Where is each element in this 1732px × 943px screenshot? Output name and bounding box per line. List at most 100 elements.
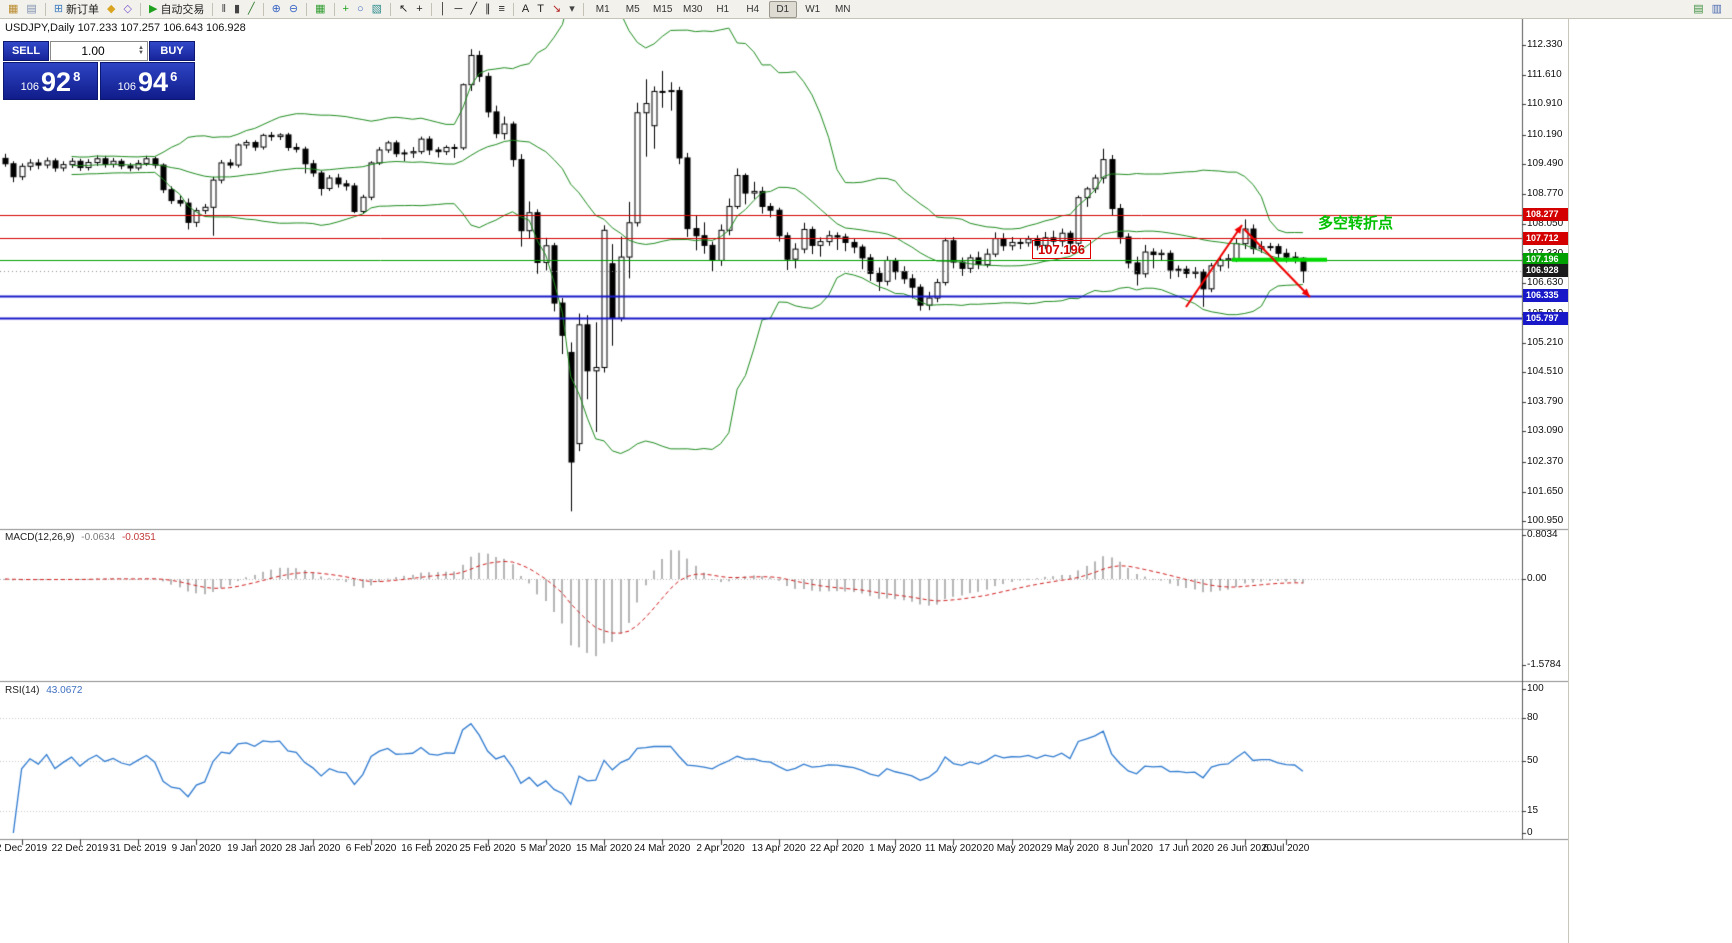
sell-price-button[interactable]: 106 92 8 [3,62,98,100]
timeframe-m5[interactable]: M5 [625,3,640,15]
line-chart-icon-glyph: ╱ [248,3,255,15]
price-panel[interactable] [0,19,1522,529]
new-order-button-label: 新订单 [66,4,100,16]
metaeditor-icon-glyph: ◆ [107,3,116,15]
periods-icon-glyph: ○ [356,3,364,15]
zoom-out-icon[interactable]: ⊖ [286,1,301,17]
channel-icon-glyph: ∥ [484,3,491,15]
arrows-dropdown-icon-glyph: ▾ [569,3,575,15]
auto-trading-button-label: 自动交易 [160,4,205,16]
horizontal-line-icon-glyph: ─ [454,3,463,15]
zoom-out-icon-glyph: ⊖ [288,3,299,15]
tile-windows-icon-glyph: ▦ [315,3,326,15]
buy-price-button[interactable]: 106 94 6 [100,62,195,100]
text-label-icon-glyph: T [537,3,544,15]
timeframe-h4[interactable]: H4 [746,3,760,15]
arrows-icon-glyph: ↘ [551,3,562,15]
toolbar-separator [212,2,214,16]
line-chart-icon[interactable]: ╱ [245,1,258,17]
tile-windows-icon[interactable]: ▦ [312,1,328,17]
chart-window: USDJPY,Daily 107.233 107.257 106.643 106… [0,19,1568,943]
volume-stepper[interactable]: ▲ ▼ [138,45,144,56]
cursor-icon[interactable]: ↖ [396,1,411,17]
toolbar-separator [139,2,141,16]
timeframe-d1[interactable]: D1 [768,0,797,18]
zoom-in-icon-glyph: ⊕ [271,3,281,15]
zoom-in-icon[interactable]: ⊕ [269,1,284,17]
bar-chart-icon[interactable]: ‖ [218,1,229,17]
toolbar-separator [512,2,514,16]
indicators-icon-glyph: + [342,3,349,15]
crosshair-icon-glyph: + [416,3,423,15]
channel-icon[interactable]: ∥ [482,1,494,17]
text-icon-glyph: A [521,3,530,15]
chart-canvas[interactable] [0,19,1568,857]
rsi-panel[interactable] [0,683,1522,839]
charts-toolbar-icon-glyph: ▤ [1693,3,1704,15]
timeframe-m1[interactable]: M1 [595,3,610,15]
trendline-icon[interactable]: ╱ [467,1,480,17]
buy-price-sup: 6 [170,69,178,84]
arrows-dropdown-icon[interactable]: ▾ [566,1,578,17]
toolbar-separator [306,2,308,16]
toolbar-separator [582,2,584,16]
text-icon[interactable]: A [519,1,532,17]
periods-icon[interactable]: ○ [354,1,367,17]
toolbar-separator [44,2,46,16]
vertical-line-icon[interactable]: │ [437,1,450,17]
timeframe-m15[interactable]: M15 [652,3,673,15]
market-watch-icon[interactable]: ◇ [121,1,135,17]
indicators-icon[interactable]: + [340,1,352,17]
text-label-icon[interactable]: T [534,1,547,17]
templates-icon-glyph: ▧ [371,3,383,15]
timeframe-m30[interactable]: M30 [682,3,703,15]
toolbar-right-group: ▤ ▥ [1689,1,1726,17]
volume-input[interactable] [51,43,135,59]
chart-profiles-icon[interactable]: ▤ [23,1,39,17]
charts-toolbar-icon[interactable]: ▤ [1690,1,1706,17]
new-chart-icon-glyph: ▦ [8,3,19,15]
toolbar-separator [430,2,432,16]
horizontal-line-icon[interactable]: ─ [452,1,466,17]
timeframe-h1[interactable]: H1 [716,3,730,15]
buy-price-prefix: 106 [117,81,137,93]
candlestick-icon-glyph: ▮ [233,3,241,15]
toolbar-separator [390,2,392,16]
fibonacci-icon-glyph: ≡ [498,3,505,15]
docking-icon[interactable]: ▥ [1709,1,1725,17]
new-order-button[interactable]: ⊞ 新订单 [51,1,102,17]
templates-icon[interactable]: ▧ [369,1,385,17]
volume-field: ▲▼ [50,41,148,61]
sell-price-sup: 8 [73,69,81,84]
toolbar: ▦ ▤ ⊞ 新订单 ◆ ◇ ▶ 自动交易 ‖ ▮ ╱ ⊕ ⊖ ▦ + ○ ▧ ↖ + │ ─ ╱ ∥ ≡ A T ↘ ▾ M1 M5 M15… [0,0,1732,19]
cursor-icon-glyph: ↖ [399,3,409,15]
market-watch-icon-glyph: ◇ [123,3,132,15]
candlestick-icon[interactable]: ▮ [231,1,243,17]
new-chart-icon[interactable]: ▦ [5,1,21,17]
fibonacci-icon[interactable]: ≡ [495,1,507,17]
docking-icon-glyph: ▥ [1711,3,1722,15]
macd-panel[interactable] [0,531,1522,681]
trendline-icon-glyph: ╱ [470,3,477,15]
metaeditor-icon[interactable]: ◆ [104,1,118,17]
buy-button[interactable]: BUY [149,41,195,61]
auto-trading-glyph: ▶ [148,3,158,15]
vertical-line-icon-glyph: │ [439,3,447,15]
toolbar-separator [333,2,335,16]
arrows-icon[interactable]: ↘ [549,1,564,17]
chart-profiles-icon-glyph: ▤ [26,3,37,15]
buy-price-big: 94 [138,67,169,97]
empty-workspace-area [1568,19,1732,943]
sell-price-prefix: 106 [20,81,40,93]
bar-chart-icon-glyph: ‖ [221,3,226,15]
sell-price-big: 92 [41,67,72,97]
timeframe-mn[interactable]: MN [834,3,851,15]
auto-trading-button[interactable]: ▶ 自动交易 [146,1,207,17]
new-order-glyph: ⊞ [53,3,64,15]
crosshair-icon[interactable]: + [413,1,425,17]
sell-button[interactable]: SELL [3,41,49,61]
one-click-trading-panel: SELL ▲▼ BUY 106 92 8 106 94 6 [3,41,195,100]
toolbar-separator [262,2,264,16]
timeframe-w1[interactable]: W1 [805,3,821,15]
